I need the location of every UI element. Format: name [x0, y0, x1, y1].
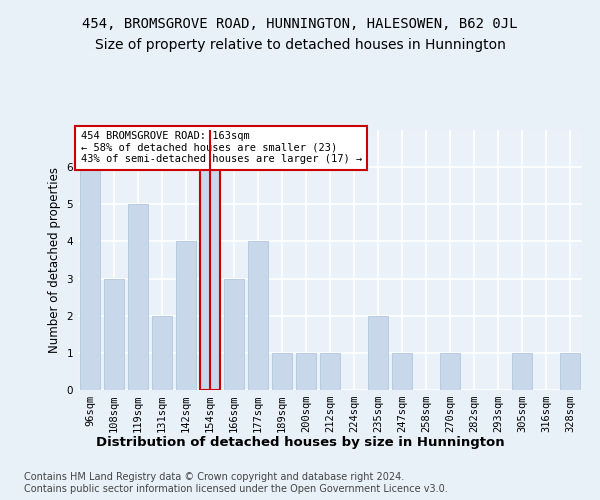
Bar: [128, 204, 148, 390]
Bar: [368, 316, 388, 390]
Bar: [296, 353, 316, 390]
Text: 454 BROMSGROVE ROAD: 163sqm
← 58% of detached houses are smaller (23)
43% of sem: 454 BROMSGROVE ROAD: 163sqm ← 58% of det…: [80, 132, 362, 164]
Bar: [440, 353, 460, 390]
Y-axis label: Number of detached properties: Number of detached properties: [48, 167, 61, 353]
Bar: [200, 167, 220, 390]
Bar: [512, 353, 532, 390]
Bar: [560, 353, 580, 390]
Bar: [176, 242, 196, 390]
Text: Distribution of detached houses by size in Hunnington: Distribution of detached houses by size …: [95, 436, 505, 449]
Bar: [224, 278, 244, 390]
Text: Size of property relative to detached houses in Hunnington: Size of property relative to detached ho…: [95, 38, 505, 52]
Bar: [248, 242, 268, 390]
Bar: [104, 278, 124, 390]
Bar: [272, 353, 292, 390]
Bar: [392, 353, 412, 390]
Bar: [320, 353, 340, 390]
Bar: [80, 167, 100, 390]
Bar: [152, 316, 172, 390]
Text: Contains HM Land Registry data © Crown copyright and database right 2024.
Contai: Contains HM Land Registry data © Crown c…: [24, 472, 448, 494]
Text: 454, BROMSGROVE ROAD, HUNNINGTON, HALESOWEN, B62 0JL: 454, BROMSGROVE ROAD, HUNNINGTON, HALESO…: [82, 18, 518, 32]
